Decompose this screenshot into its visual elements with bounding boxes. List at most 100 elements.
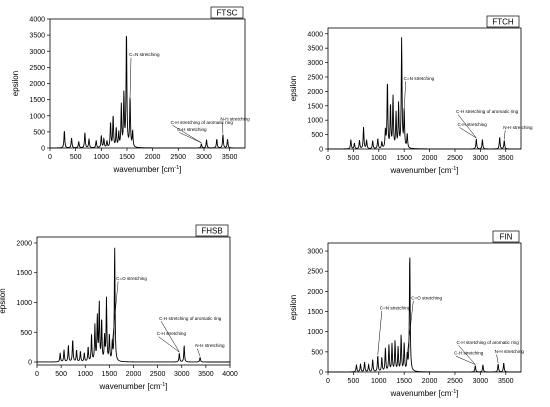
plot-frame: [49, 18, 246, 149]
y-tick-label: 0: [28, 360, 32, 367]
y-tick-label: 1000: [29, 113, 45, 120]
y-tick-label: 500: [33, 129, 45, 136]
y-tick-label: 0: [319, 147, 323, 154]
peak-annotation: N-H stretching: [495, 349, 525, 354]
y-tick-label: 1000: [307, 118, 323, 125]
plot-frame: [327, 242, 522, 373]
x-tick-label: 3500: [198, 371, 214, 378]
y-tick-label: 500: [311, 349, 323, 356]
annotation-leader: [457, 114, 477, 139]
x-axis-label: wavenumber [cm-1]: [389, 166, 458, 175]
y-tick-label: 3000: [307, 60, 323, 67]
x-tick-label: 0: [326, 155, 330, 162]
spectrum-line: [328, 37, 521, 150]
annotation-leader: [160, 321, 180, 353]
x-tick-label: 3000: [174, 371, 190, 378]
x-tick-label: 2500: [447, 155, 463, 162]
annotation-leader: [458, 345, 476, 365]
x-axis-label-end: ]: [456, 166, 458, 175]
x-axis-label-main: wavenumber [cm: [98, 382, 160, 391]
x-axis-label-main: wavenumber [cm: [389, 389, 451, 398]
x-tick-label: 2500: [447, 378, 463, 385]
y-tick-label: 2500: [307, 269, 323, 276]
panel-title: FTSC: [217, 9, 238, 18]
peak-annotation: N-H stretching: [195, 343, 225, 348]
y-tick-label: 2500: [29, 65, 45, 72]
annotation-leader: [459, 127, 477, 139]
annotation-leader: [197, 348, 201, 357]
x-tick-label: 500: [348, 378, 360, 385]
annotation-leader: [129, 57, 132, 98]
x-axis-label: wavenumber [cm-1]: [98, 382, 167, 391]
peak-annotation: C=O stretching: [411, 295, 442, 300]
peak-annotation: C=N stretching: [380, 306, 411, 311]
peak-annotation: C=O stretching: [116, 276, 147, 281]
peak-annotation: C-H stretching: [177, 127, 207, 132]
y-tick-label: 4000: [307, 31, 323, 38]
x-tick-label: 1000: [371, 155, 387, 162]
x-tick-label: 500: [70, 154, 82, 161]
spectrum-line: [50, 35, 245, 149]
x-axis-label-end: ]: [165, 382, 167, 391]
panel-title-box: [486, 15, 520, 28]
y-tick-label: 1500: [307, 103, 323, 110]
peak-annotation: C-H stretching of aromatic ring: [456, 109, 519, 114]
y-tick-label: 2000: [307, 89, 323, 96]
panel-title-box: [195, 224, 229, 237]
y-tick-label: 1500: [307, 309, 323, 316]
plot-frame: [327, 27, 522, 150]
x-tick-label: 0: [35, 371, 39, 378]
panel-title-box: [210, 6, 244, 19]
x-tick-label: 2000: [422, 155, 438, 162]
x-tick-label: 2500: [150, 371, 166, 378]
peak-annotation: N-H stretching: [220, 117, 250, 122]
x-axis-label-main: wavenumber [cm: [389, 166, 451, 175]
panel-title: FTCH: [492, 18, 514, 27]
x-tick-label: 1500: [119, 154, 135, 161]
peak-annotation: C-H stretching: [458, 122, 488, 127]
x-axis-label-main: wavenumber [cm: [112, 165, 174, 174]
x-axis-label-sup: -1: [451, 166, 456, 172]
spectrum-panel-fin: 0 500 1000 1500 2000 2500 3000 3500 0 500 1000 1500…: [289, 230, 525, 398]
y-tick-label: 1000: [307, 329, 323, 336]
x-axis-label-sup: -1: [451, 389, 456, 395]
y-axis-label: epsilon: [289, 76, 298, 101]
annotation-leader: [455, 355, 476, 365]
annotation-leader: [503, 130, 506, 140]
x-tick-label: 1500: [396, 378, 412, 385]
x-tick-label: 1000: [94, 154, 110, 161]
y-tick-label: 2000: [16, 240, 32, 247]
spectrum-line: [37, 247, 230, 363]
x-axis-label: wavenumber [cm-1]: [389, 389, 458, 398]
x-tick-label: 2000: [422, 378, 438, 385]
x-tick-label: 3500: [498, 378, 514, 385]
spectrum-line: [328, 257, 521, 373]
x-tick-label: 500: [348, 155, 360, 162]
y-tick-label: 2500: [307, 74, 323, 81]
x-axis-label-end: ]: [456, 389, 458, 398]
annotation-leader: [496, 354, 499, 363]
peak-annotation: C-H stretching: [454, 351, 484, 356]
x-axis-label-sup: -1: [174, 165, 179, 171]
y-tick-label: 2000: [29, 81, 45, 88]
annotation-leader: [222, 122, 224, 134]
y-tick-label: 3000: [29, 49, 45, 56]
x-tick-label: 0: [326, 378, 330, 385]
y-tick-label: 3000: [307, 249, 323, 256]
y-tick-label: 3500: [29, 33, 45, 40]
x-tick-label: 1500: [102, 371, 118, 378]
y-tick-label: 1500: [16, 270, 32, 277]
x-tick-label: 500: [55, 371, 67, 378]
y-axis-label: epsilon: [0, 288, 7, 313]
annotation-leader: [172, 125, 202, 144]
x-tick-label: 4000: [222, 371, 238, 378]
x-tick-label: 3000: [473, 378, 489, 385]
y-tick-label: 1000: [16, 300, 32, 307]
spectrum-panel-ftsc: 0 500 1000 1500 2000 2500 3000 3500 0 500 1000 1500…: [11, 6, 250, 174]
x-tick-label: 3000: [196, 154, 212, 161]
annotation-leader: [179, 132, 202, 144]
annotation-leader: [112, 281, 119, 344]
peak-annotation: C=N stretching: [404, 76, 435, 81]
peak-annotation: C-H stretching of aromatic ring: [159, 316, 222, 321]
